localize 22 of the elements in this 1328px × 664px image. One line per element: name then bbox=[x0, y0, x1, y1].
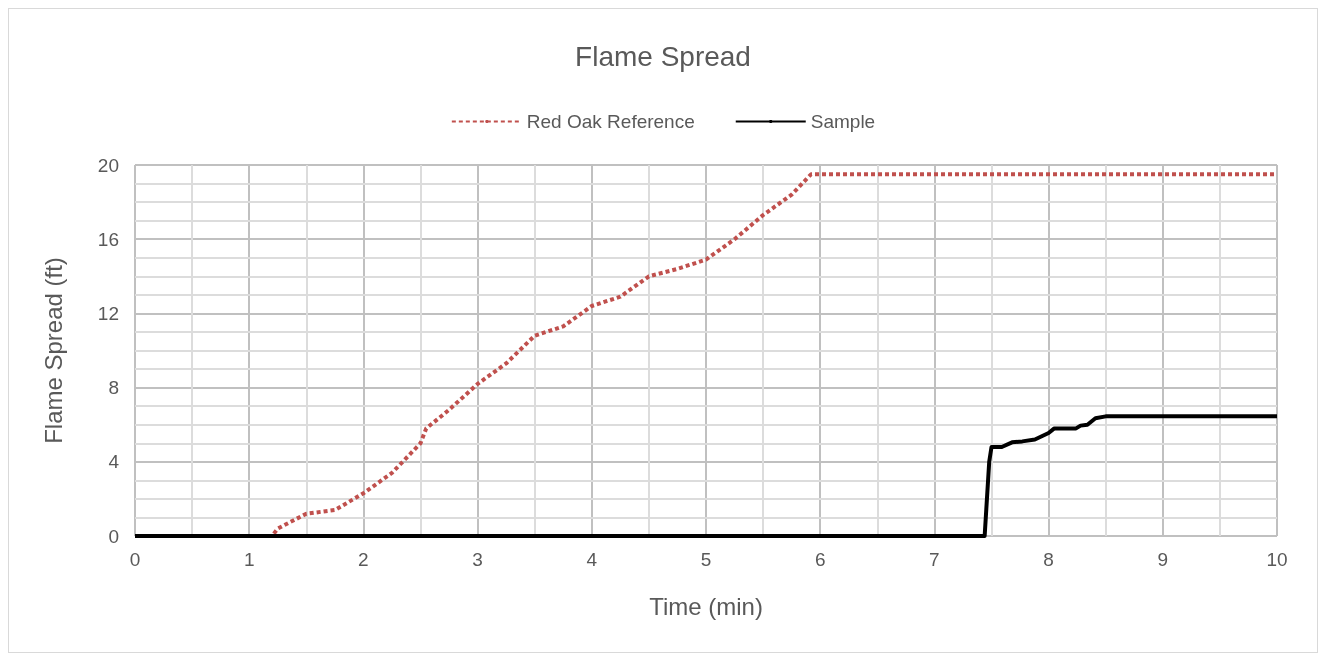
x-tick-label: 1 bbox=[243, 549, 255, 570]
x-tick-label: 7 bbox=[929, 549, 940, 570]
x-tick-label: 5 bbox=[700, 549, 712, 570]
y-axis-title: Flame Spread (ft) bbox=[39, 257, 67, 444]
x-tick-label: 3 bbox=[472, 549, 483, 570]
y-tick-label: 16 bbox=[97, 228, 119, 250]
y-tick-label: 20 bbox=[97, 154, 119, 176]
x-tick-label: 8 bbox=[1043, 549, 1054, 570]
y-tick-label: 8 bbox=[108, 377, 119, 399]
y-tick-label: 4 bbox=[108, 451, 120, 473]
legend-label: Red Oak Reference bbox=[526, 111, 695, 132]
legend-label: Sample bbox=[810, 111, 876, 132]
chart-title: Flame Spread bbox=[575, 40, 751, 72]
x-tick-label: 9 bbox=[1157, 549, 1169, 570]
y-tick-label: 0 bbox=[108, 525, 119, 547]
x-tick-label: 6 bbox=[814, 549, 826, 570]
y-tick-label: 12 bbox=[97, 302, 119, 324]
x-axis-title: Time (min) bbox=[649, 592, 763, 620]
x-tick-label: 10 bbox=[1266, 549, 1288, 570]
x-tick-label: 2 bbox=[358, 549, 369, 570]
x-tick-label: 0 bbox=[129, 549, 141, 570]
x-tick-label: 4 bbox=[586, 549, 598, 570]
